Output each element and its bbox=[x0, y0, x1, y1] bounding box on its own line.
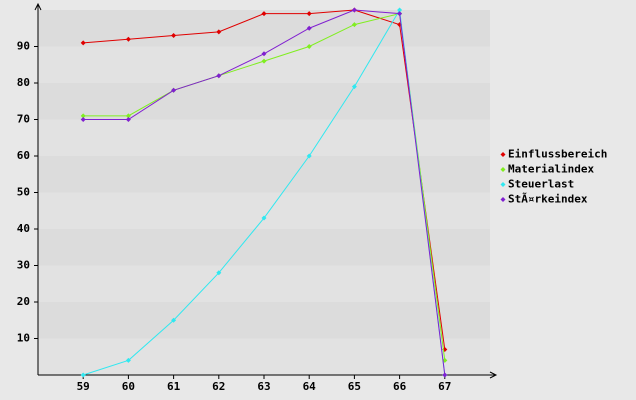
grid-band bbox=[38, 338, 490, 375]
legend-marker bbox=[500, 182, 506, 187]
y-tick-label: 50 bbox=[17, 186, 30, 199]
x-tick-label: 61 bbox=[167, 380, 181, 393]
legend-marker bbox=[500, 167, 506, 172]
grid-band bbox=[38, 192, 490, 229]
y-axis-arrow bbox=[34, 2, 42, 11]
grid-band bbox=[38, 302, 490, 339]
point bbox=[216, 29, 222, 35]
legend-label: Materialindex bbox=[508, 163, 594, 176]
legend-label: Einflussbereich bbox=[508, 148, 607, 161]
grid-band bbox=[38, 229, 490, 266]
x-tick-label: 62 bbox=[212, 380, 225, 393]
y-tick-label: 80 bbox=[17, 76, 30, 89]
legend-label: StÃ¤rkeindex bbox=[508, 193, 588, 206]
y-tick-label: 30 bbox=[17, 259, 30, 272]
x-tick-label: 60 bbox=[122, 380, 135, 393]
point bbox=[125, 113, 131, 119]
point bbox=[397, 11, 403, 17]
point bbox=[442, 372, 448, 378]
y-tick-label: 10 bbox=[17, 332, 30, 345]
y-tick-label: 40 bbox=[17, 222, 30, 235]
x-tick-label: 64 bbox=[303, 380, 317, 393]
point bbox=[306, 153, 312, 159]
legend-marker bbox=[500, 197, 506, 202]
grid-band bbox=[38, 119, 490, 156]
x-tick-label: 59 bbox=[77, 380, 90, 393]
point bbox=[125, 117, 131, 122]
x-tick-label: 63 bbox=[257, 380, 270, 393]
point bbox=[306, 44, 312, 49]
point bbox=[80, 117, 86, 122]
point bbox=[80, 113, 86, 119]
point bbox=[80, 40, 86, 46]
legend-label: Steuerlast bbox=[508, 178, 574, 191]
y-tick-label: 90 bbox=[17, 40, 30, 53]
y-tick-label: 20 bbox=[17, 295, 30, 308]
point bbox=[171, 33, 177, 39]
point bbox=[125, 36, 131, 42]
x-tick-label: 67 bbox=[438, 380, 451, 393]
point bbox=[397, 7, 403, 13]
grid-band bbox=[38, 156, 490, 193]
x-axis-arrow bbox=[489, 371, 498, 379]
legend-marker bbox=[500, 152, 506, 157]
point bbox=[261, 11, 267, 17]
x-tick-label: 66 bbox=[393, 380, 407, 393]
point bbox=[125, 357, 131, 363]
grid-band bbox=[38, 83, 490, 120]
point bbox=[216, 73, 222, 79]
y-tick-label: 60 bbox=[17, 149, 30, 162]
point bbox=[351, 84, 357, 90]
point bbox=[351, 7, 357, 13]
y-tick-label: 70 bbox=[17, 113, 30, 126]
point bbox=[306, 25, 312, 31]
point bbox=[171, 317, 177, 323]
point bbox=[261, 215, 267, 221]
point bbox=[351, 22, 357, 28]
point bbox=[261, 58, 267, 64]
point bbox=[80, 372, 86, 378]
point bbox=[171, 87, 177, 93]
point bbox=[261, 51, 267, 57]
point bbox=[306, 11, 312, 17]
grid-band bbox=[38, 265, 490, 302]
x-tick-label: 65 bbox=[348, 380, 361, 393]
point bbox=[216, 270, 222, 276]
